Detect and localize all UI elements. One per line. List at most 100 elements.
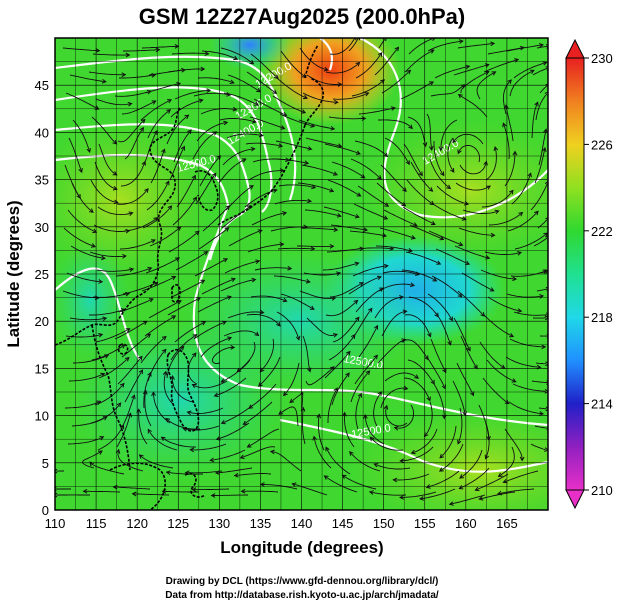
- streamline: [166, 471, 204, 475]
- streamline: [143, 130, 158, 166]
- streamline: [352, 265, 388, 277]
- streamline: [306, 317, 338, 336]
- streamline-arrowhead: [206, 88, 212, 93]
- streamline: [420, 488, 456, 500]
- streamline: [498, 446, 515, 477]
- streamline: [68, 137, 83, 173]
- streamline: [121, 100, 156, 115]
- streamline-arrowhead: [209, 457, 215, 463]
- streamline-arrowhead: [287, 265, 293, 271]
- streamline-arrowhead: [282, 297, 288, 303]
- y-axis-ticks: 0 5 10 15 20 25 30 35 40 45: [35, 78, 49, 518]
- streamline: [447, 137, 455, 173]
- streamline-arrowhead: [442, 368, 447, 374]
- streamline: [221, 359, 251, 383]
- streamline-arrowhead: [250, 146, 256, 152]
- streamline-arrowhead: [95, 48, 101, 53]
- streamline-arrowhead: [121, 72, 127, 78]
- streamline: [483, 314, 514, 337]
- streamline: [505, 356, 541, 368]
- streamline-arrowhead: [432, 38, 436, 42]
- streamline: [116, 413, 132, 448]
- streamline: [275, 140, 312, 150]
- streamline: [329, 38, 355, 55]
- streamline-arrowhead: [403, 385, 409, 391]
- streamline-arrowhead: [233, 55, 239, 61]
- streamline: [222, 148, 255, 166]
- streamline: [174, 89, 211, 100]
- streamline: [225, 185, 254, 211]
- streamline-arrowhead: [354, 316, 360, 322]
- streamline-arrowhead: [212, 131, 218, 136]
- streamline: [453, 64, 489, 76]
- streamline-arrowhead: [214, 470, 220, 476]
- streamline-arrowhead: [254, 331, 260, 337]
- streamline-arrowhead: [333, 227, 339, 233]
- streamline-arrowhead: [240, 488, 246, 494]
- streamline: [439, 443, 464, 472]
- streamline: [172, 197, 197, 226]
- streamline-arrowhead: [239, 454, 245, 459]
- streamline-arrowhead: [191, 487, 197, 493]
- streamline-arrowhead: [545, 361, 548, 367]
- streamline-arrowhead: [224, 227, 230, 232]
- streamline: [167, 68, 205, 73]
- streamline-arrowhead: [257, 229, 263, 234]
- streamline: [355, 393, 362, 430]
- streamline-arrowhead: [220, 378, 226, 383]
- streamline: [81, 450, 103, 469]
- streamline-arrowhead: [230, 344, 236, 350]
- streamline: [170, 99, 203, 118]
- streamline: [511, 173, 532, 205]
- streamline-arrowhead: [147, 371, 152, 377]
- y-tick-label: 40: [35, 125, 49, 140]
- streamline: [165, 418, 201, 430]
- streamline-arrowhead: [410, 282, 416, 288]
- streamline-arrowhead: [151, 391, 156, 397]
- streamline-arrowhead: [384, 202, 390, 207]
- streamline: [455, 182, 491, 191]
- streamline-arrowhead: [399, 458, 405, 464]
- streamline: [280, 293, 315, 310]
- streamline: [507, 210, 539, 232]
- streamline-arrowhead: [151, 73, 157, 78]
- streamline-arrowhead: [316, 413, 322, 419]
- streamline: [383, 209, 417, 227]
- streamline-arrowhead: [191, 174, 196, 180]
- streamline: [301, 227, 338, 231]
- streamline-arrowhead: [165, 417, 171, 423]
- streamline: [124, 369, 143, 403]
- streamline: [373, 391, 382, 427]
- streamline-arrowhead: [373, 324, 379, 330]
- streamline-arrowhead: [131, 394, 136, 400]
- streamline: [433, 141, 445, 176]
- streamline: [482, 377, 509, 404]
- streamline: [378, 119, 413, 129]
- credit-drawing: Drawing by DCL (https://www.gfd-dennou.o…: [166, 576, 439, 587]
- streamline-arrowhead: [355, 38, 360, 41]
- streamline: [538, 407, 547, 410]
- streamline-arrowhead: [101, 255, 106, 261]
- y-tick-label: 35: [35, 173, 49, 188]
- streamline-arrowhead: [541, 146, 547, 153]
- streamline-arrowhead: [365, 370, 371, 376]
- streamline-arrowhead: [538, 43, 544, 48]
- streamline-arrowhead: [251, 118, 257, 124]
- streamline-arrowhead: [229, 79, 235, 84]
- streamline-arrowhead: [89, 208, 94, 213]
- streamline-arrowhead: [329, 366, 335, 371]
- streamline: [424, 401, 433, 437]
- streamline: [123, 49, 160, 52]
- streamline: [439, 425, 457, 459]
- streamline-arrowhead: [418, 171, 423, 177]
- streamline: [480, 269, 517, 280]
- streamline: [539, 85, 548, 94]
- streamline-arrowhead: [161, 335, 167, 341]
- streamline-arrowhead: [186, 410, 192, 416]
- colorbar-top-triangle: [565, 38, 585, 59]
- streamline-arrowhead: [394, 46, 400, 52]
- streamline-arrowhead: [102, 316, 108, 321]
- streamline-arrowhead: [446, 184, 452, 190]
- streamline: [280, 50, 307, 78]
- streamline-arrowhead: [184, 470, 190, 476]
